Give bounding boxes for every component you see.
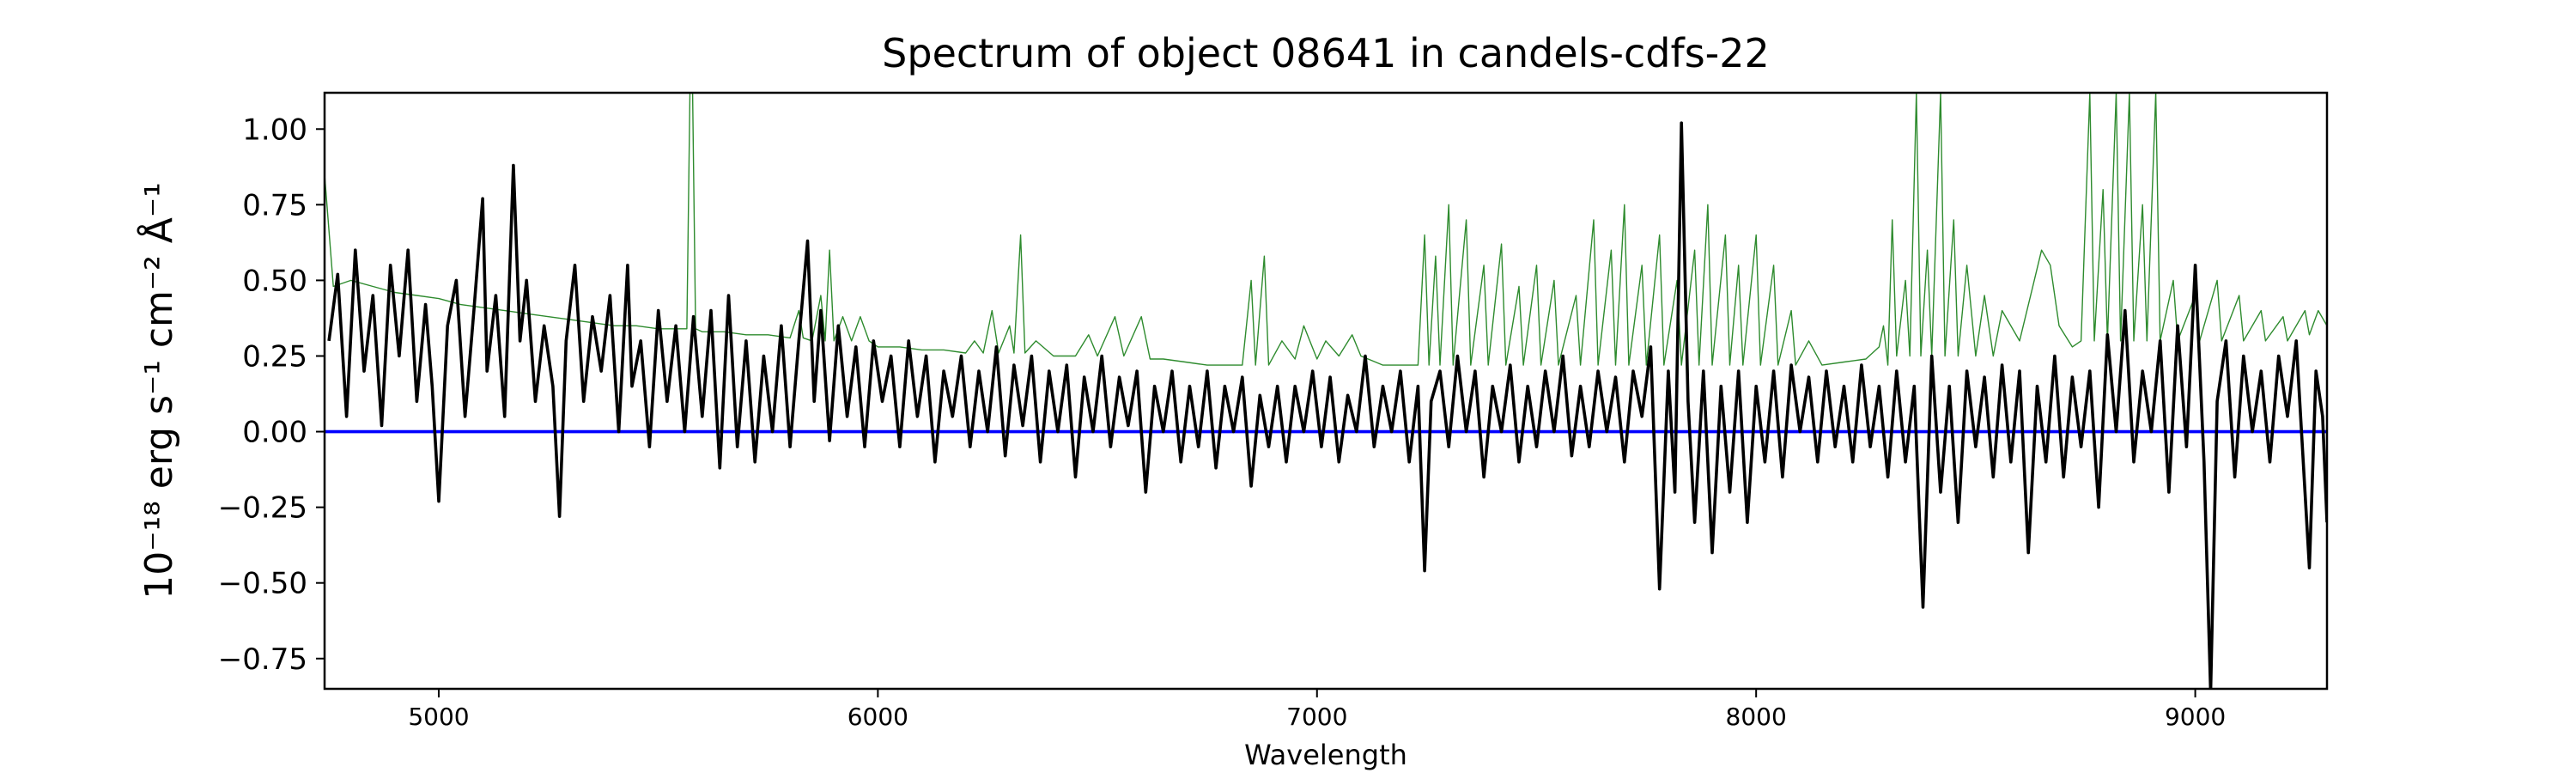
y-axis: −0.75 −0.50 −0.25 0.00 0.25 0.50 0.75 1.00 xyxy=(218,113,325,677)
y-tick-label: −0.25 xyxy=(218,491,307,526)
chart-title: Spectrum of object 08641 in candels-cdfs… xyxy=(882,30,1770,76)
y-tick-label: 0.25 xyxy=(242,339,307,374)
x-tick-label: 7000 xyxy=(1286,703,1347,731)
y-tick-label: 0.00 xyxy=(242,416,307,450)
plot-frame xyxy=(323,91,2329,691)
x-tick-label: 5000 xyxy=(408,703,469,731)
model-line xyxy=(325,93,2327,366)
spectrum-flux-line xyxy=(327,121,2327,689)
plot-area xyxy=(325,93,2327,689)
y-tick-label: 0.75 xyxy=(242,188,307,222)
y-axis-label: 10⁻¹⁸ erg s⁻¹ cm⁻² Å⁻¹ xyxy=(136,182,181,599)
x-tick-label: 8000 xyxy=(1726,703,1787,731)
y-tick-label: −0.75 xyxy=(218,642,307,677)
y-tick-label: −0.50 xyxy=(218,567,307,601)
x-tick-label: 6000 xyxy=(848,703,908,731)
x-axis: 5000 6000 7000 8000 9000 xyxy=(408,689,2226,731)
x-tick-label: 9000 xyxy=(2165,703,2226,731)
y-tick-label: 0.50 xyxy=(242,264,307,298)
x-axis-label: Wavelength xyxy=(1244,739,1407,771)
y-tick-label: 1.00 xyxy=(242,113,307,147)
